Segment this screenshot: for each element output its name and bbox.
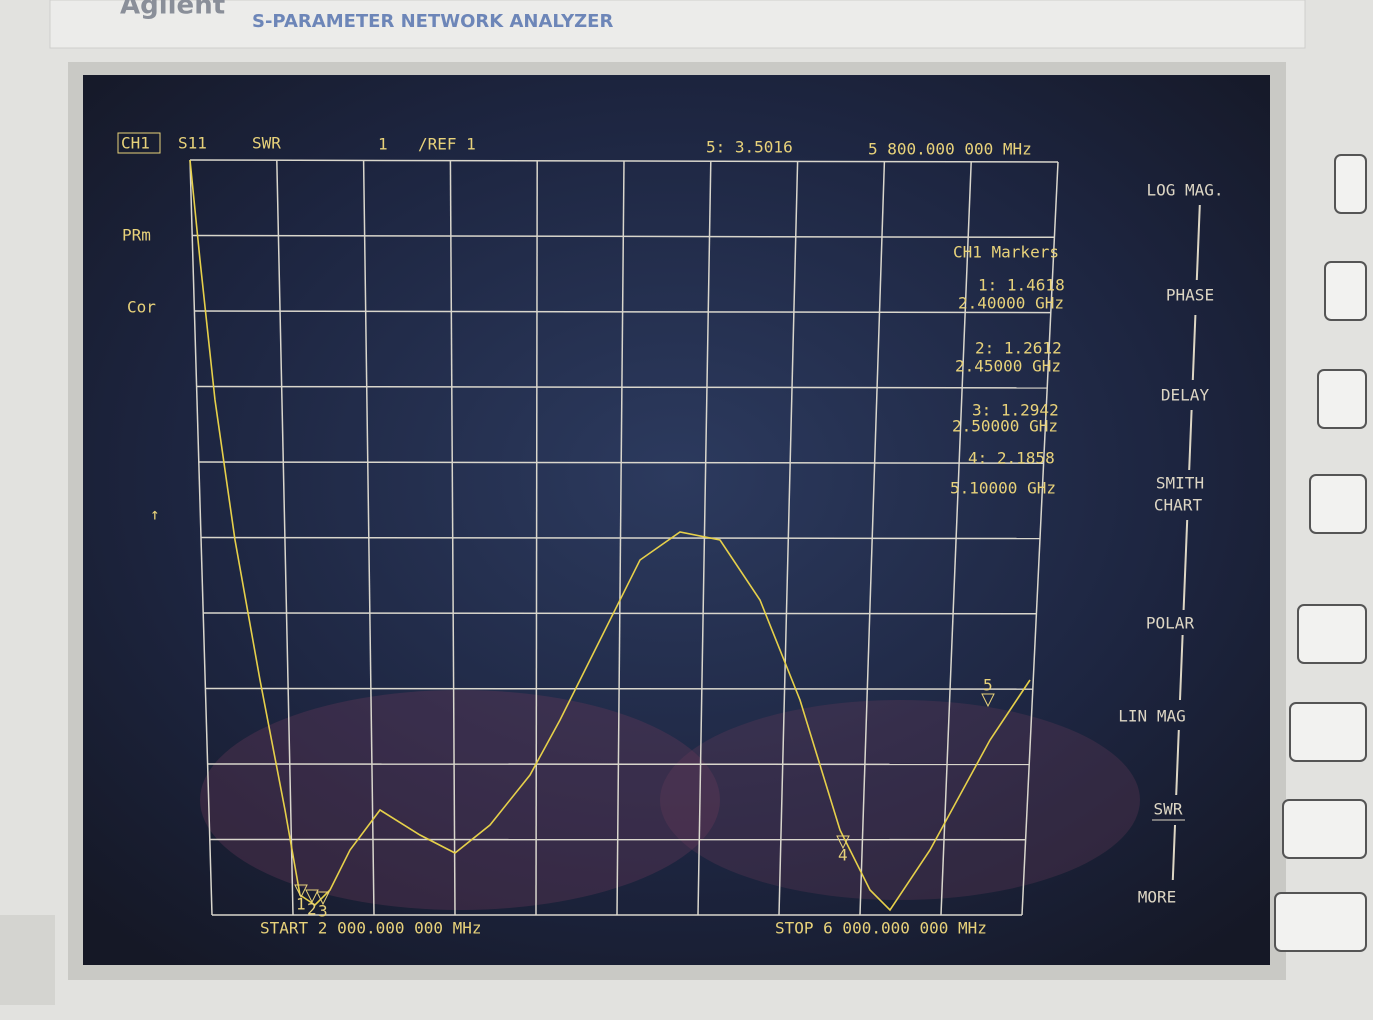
status-label: ↑	[150, 505, 160, 524]
softkey-divider	[1179, 634, 1184, 701]
softkey-button[interactable]	[1309, 474, 1367, 534]
grid-line	[205, 687, 1033, 690]
marker-flag	[316, 891, 330, 906]
marker-flag	[305, 889, 319, 904]
softkey-divider	[1191, 314, 1197, 381]
softkey-divider	[1175, 729, 1180, 796]
marker-reading: 2: 1.2612	[975, 339, 1062, 358]
marker-number: 1	[296, 895, 306, 914]
marker-frequency: 2.45000 GHz	[955, 357, 1061, 376]
glare	[200, 690, 720, 910]
marker-frequency: 2.50000 GHz	[952, 417, 1058, 436]
marker-number: 2	[307, 900, 317, 919]
marker-flag	[836, 835, 850, 850]
markers-title: CH1 Markers	[953, 243, 1059, 262]
marker-flag	[294, 884, 308, 899]
softkey-divider	[1182, 519, 1189, 611]
brand: Agilent	[120, 0, 225, 21]
softkey-label: POLAR	[1146, 614, 1195, 633]
softkey-button[interactable]	[1297, 604, 1367, 664]
softkey-panel: LOG MAG. PHASE DELAY SMITH CHART POLAR LIN MAG…	[1118, 154, 1367, 952]
grid-line	[940, 161, 972, 916]
softkey-label: LIN MAG	[1118, 707, 1185, 726]
grid-line	[859, 161, 886, 916]
active-frequency: 5 800.000 000 MHz	[868, 140, 1032, 159]
marker-flag	[981, 693, 995, 708]
glare	[660, 700, 1140, 900]
marker-reading: 3: 1.2942	[972, 401, 1059, 420]
start: START 2 000.000 000 MHz	[260, 919, 482, 938]
softkey-divider	[1171, 824, 1176, 881]
softkey-label: PHASE	[1166, 286, 1214, 305]
power-area	[0, 915, 55, 1005]
softkey-button[interactable]	[1324, 261, 1367, 321]
marker-reading: 4: 2.1858	[968, 449, 1055, 468]
softkey-divider	[1188, 409, 1193, 471]
grid	[189, 159, 1059, 916]
softkey-label: CHART	[1154, 496, 1203, 515]
scale: 1	[378, 135, 388, 154]
channel: CH1	[121, 134, 150, 153]
status-label: Cor	[127, 298, 156, 317]
model: S-PARAMETER NETWORK ANALYZER	[252, 11, 613, 32]
trace	[189, 159, 1031, 912]
softkey-button[interactable]	[1317, 369, 1367, 429]
annotations: CH1 S11 SWR 1/REF 1 5: 3.5016 5 800.000 000 M…	[117, 132, 1065, 938]
grid-line	[778, 161, 799, 916]
stop: STOP 6 000.000 000 MHz	[775, 919, 987, 938]
softkey-button[interactable]	[1289, 702, 1367, 762]
softkey-button[interactable]	[1334, 154, 1367, 214]
marker-number: 5	[983, 676, 993, 695]
active-marker: 5: 3.5016	[706, 138, 793, 157]
marker-number: 4	[838, 846, 848, 865]
grid-line	[697, 161, 712, 916]
marker-number: 3	[318, 902, 328, 921]
marker-frequency: 5.10000 GHz	[950, 479, 1056, 498]
grid-line	[203, 612, 1037, 615]
marker-frequency: 2.40000 GHz	[958, 294, 1064, 313]
softkey-label: DELAY	[1161, 386, 1210, 405]
softkey-label: SMITH	[1156, 474, 1204, 493]
marker-reading: 1: 1.4618	[978, 276, 1065, 295]
softkey-label: LOG MAG.	[1146, 181, 1223, 200]
softkey-label: MORE	[1138, 888, 1177, 907]
reference: /REF 1	[418, 135, 476, 154]
softkey-button[interactable]	[1282, 799, 1367, 859]
screen	[83, 75, 1270, 965]
channel-box	[117, 132, 161, 154]
grid-line	[1021, 161, 1059, 916]
parameter: S11	[178, 134, 207, 153]
format: SWR	[252, 134, 281, 153]
grid-line	[200, 536, 1041, 540]
status-label: PRm	[122, 226, 151, 245]
softkey-divider	[1195, 204, 1201, 281]
header-panel	[49, 0, 1306, 49]
softkey-label: SWR	[1154, 800, 1183, 819]
softkey-button[interactable]	[1274, 892, 1367, 952]
